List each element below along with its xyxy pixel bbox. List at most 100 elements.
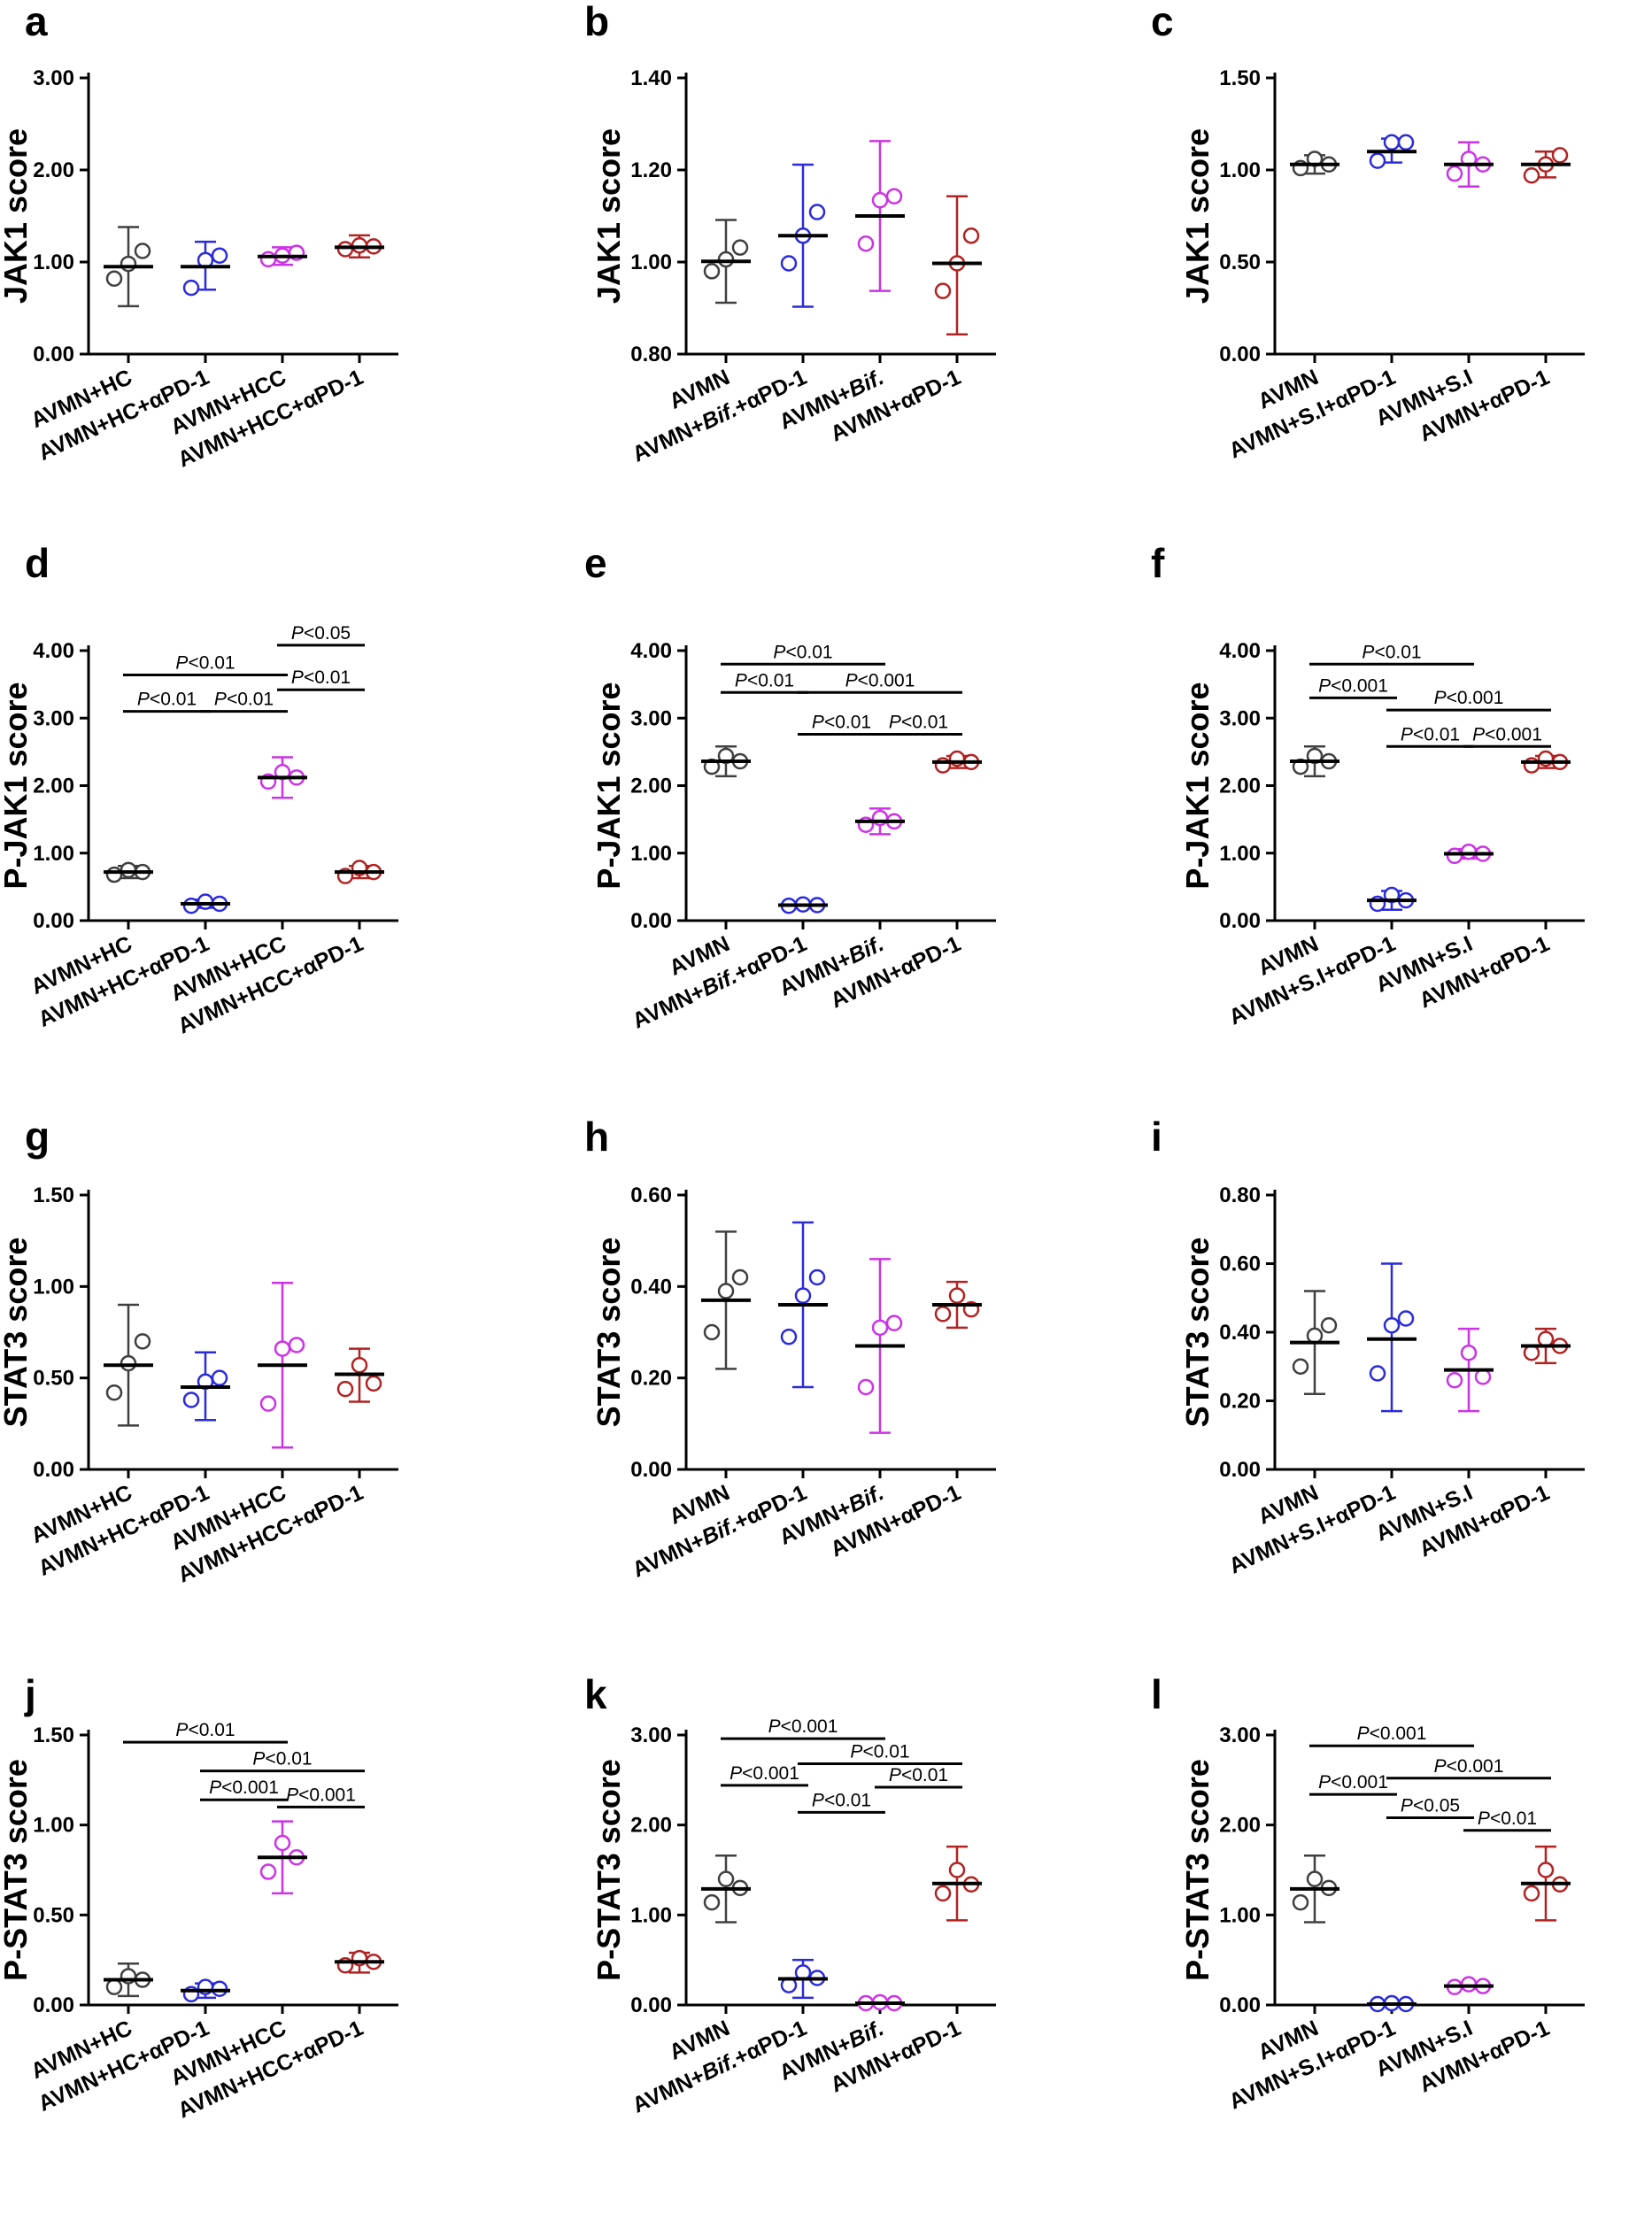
group-4	[1521, 1327, 1571, 1365]
group-4	[932, 1845, 982, 1922]
group-1	[104, 1303, 153, 1427]
panel-letter: j	[24, 1671, 36, 1717]
group-2	[1367, 886, 1417, 913]
data-point	[1369, 152, 1386, 169]
panel-letter: c	[1151, 0, 1174, 44]
y-tick-label: 3.00	[630, 1723, 672, 1747]
group-1	[701, 745, 751, 778]
y-axis-label: P-STAT3 score	[0, 1759, 34, 1981]
group-1	[104, 1962, 153, 1998]
group-4	[335, 234, 384, 259]
data-point	[934, 282, 952, 299]
y-tick-label: 0.00	[33, 343, 74, 366]
group-3	[258, 244, 307, 268]
panel-letter: d	[25, 540, 50, 586]
group-4	[932, 195, 982, 335]
y-tick-label: 1.00	[1219, 1903, 1261, 1927]
group-3	[1444, 1327, 1494, 1413]
y-tick-label: 0.00	[1219, 909, 1261, 933]
panel-letter: h	[584, 1114, 609, 1160]
data-point	[1320, 1317, 1338, 1334]
data-point	[717, 1283, 735, 1299]
group-3	[1444, 843, 1494, 865]
y-tick-label: 1.50	[33, 1723, 74, 1747]
p-value-label: P<0.001	[1472, 724, 1542, 744]
group-4	[335, 860, 384, 884]
p-value-label: P<0.01	[1401, 724, 1460, 744]
data-point	[703, 1323, 721, 1341]
y-axis-label: P-STAT3 score	[1179, 1759, 1216, 1981]
data-point	[808, 204, 826, 220]
y-tick-label: 0.00	[1219, 1993, 1261, 2017]
y-tick-label: 0.20	[630, 1367, 672, 1391]
data-point	[1460, 1345, 1478, 1361]
p-value-label: P<0.01	[850, 1742, 909, 1762]
p-value-label: P<0.01	[889, 1765, 948, 1785]
data-point	[934, 1885, 952, 1902]
data-point	[134, 1333, 151, 1350]
y-tick-label: 0.60	[630, 1184, 672, 1207]
data-point	[1306, 1870, 1324, 1887]
data-point	[336, 1380, 354, 1398]
y-tick-label: 1.00	[33, 251, 74, 274]
data-point	[1460, 1976, 1478, 1993]
p-value-label: P<0.01	[889, 713, 948, 733]
group-1	[1290, 1854, 1339, 1924]
group-4	[932, 750, 982, 774]
data-point	[211, 1980, 228, 1997]
data-point	[934, 1306, 952, 1322]
data-point	[351, 1356, 368, 1374]
data-point	[259, 1395, 277, 1412]
y-tick-label: 0.00	[33, 909, 74, 933]
y-tick-label: 1.20	[630, 158, 672, 182]
group-4	[1521, 1845, 1571, 1922]
p-value-label: P<0.01	[252, 1749, 312, 1770]
data-point	[857, 1378, 875, 1396]
group-2	[1367, 1994, 1417, 2013]
p-value-label: P<0.001	[1318, 675, 1388, 696]
y-tick-label: 2.00	[33, 158, 74, 182]
y-axis-label: JAK1 score	[1179, 128, 1216, 304]
y-axis-label: STAT3 score	[1179, 1238, 1216, 1428]
y-axis-label: STAT3 score	[591, 1238, 627, 1428]
panel-letter: k	[584, 1671, 607, 1717]
group-3	[855, 1993, 905, 2012]
p-value-label: P<0.01	[812, 1790, 871, 1810]
data-point	[1537, 1862, 1555, 1878]
y-tick-label: 0.00	[1219, 1458, 1261, 1482]
group-4	[1521, 147, 1571, 184]
group-2	[778, 1221, 828, 1389]
data-point	[885, 188, 903, 204]
group-3	[258, 1820, 307, 1895]
y-axis-label: P-STAT3 score	[591, 1759, 627, 1981]
y-tick-label: 0.60	[1219, 1253, 1261, 1276]
p-value-label: P<0.001	[1357, 1723, 1427, 1744]
group-4	[932, 1280, 982, 1330]
group-2	[778, 896, 828, 914]
y-tick-label: 0.00	[630, 909, 672, 933]
data-point	[1306, 1327, 1324, 1345]
data-point	[1397, 1310, 1415, 1327]
y-tick-label: 2.00	[1219, 775, 1261, 798]
panel-letter: i	[1151, 1114, 1162, 1160]
data-point	[703, 1893, 721, 1911]
panel-f: fP-JAK1 score0.001.002.003.004.00AVMNAVM…	[1151, 540, 1585, 1030]
data-point	[1446, 1372, 1463, 1389]
group-2	[778, 1958, 828, 2000]
data-point	[274, 1834, 291, 1852]
y-tick-label: 0.80	[1219, 1184, 1261, 1207]
group-2	[181, 1351, 230, 1422]
data-point	[120, 255, 137, 273]
data-point	[274, 1340, 291, 1357]
y-axis-label: P-JAK1 score	[0, 682, 34, 889]
data-point	[1474, 1369, 1492, 1385]
y-tick-label: 0.50	[1219, 251, 1261, 274]
panel-l: lP-STAT3 score0.001.002.003.00AVMNAVMN+S…	[1151, 1671, 1585, 2115]
y-tick-label: 0.40	[630, 1275, 672, 1299]
y-tick-label: 0.50	[33, 1903, 74, 1927]
panel-letter: l	[1151, 1671, 1162, 1717]
